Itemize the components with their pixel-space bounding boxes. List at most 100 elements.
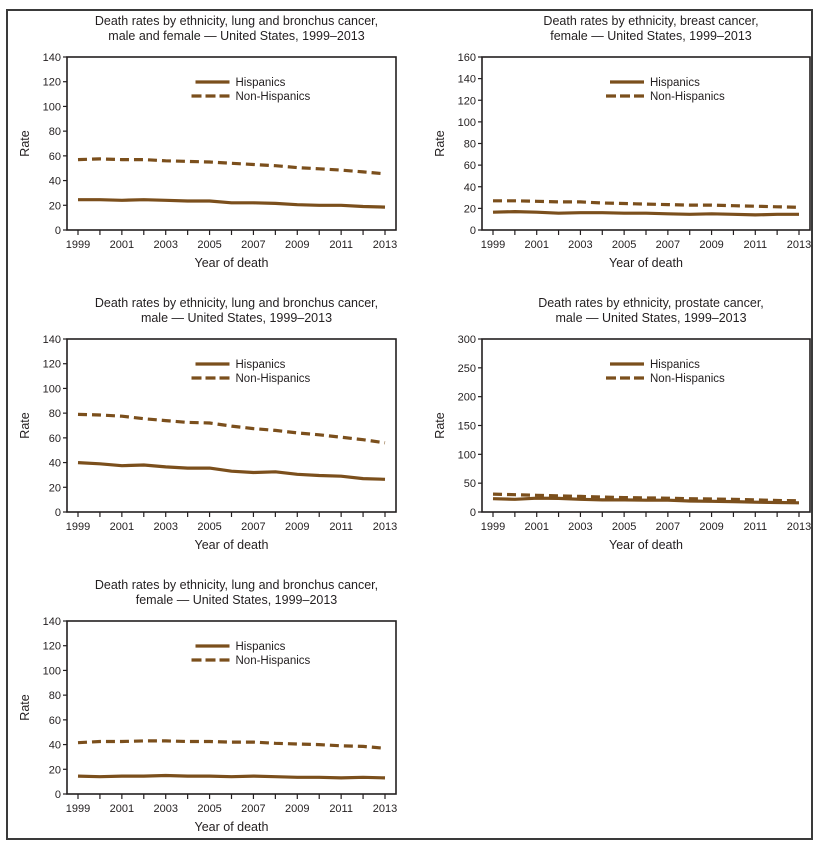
chart-title: Death rates by ethnicity, breast cancer,… [543,14,758,43]
y-tick-label: 20 [49,764,61,776]
y-tick-label: 120 [43,77,61,89]
x-tick-label: 2007 [241,803,265,815]
x-tick-label: 2001 [110,239,134,251]
y-tick-label: 140 [43,52,61,64]
x-tick-label: 2007 [241,239,265,251]
y-axis-label: Rate [18,130,32,156]
y-tick-label: 120 [43,641,61,653]
series-line-hispanics [78,198,386,209]
y-tick-label: 100 [43,665,61,677]
x-tick-label: 2003 [153,521,177,533]
x-tick-label: 2007 [656,521,680,533]
chart-title-line: male — United States, 1999–2013 [555,311,746,325]
series-line-hispanics [492,496,800,505]
y-tick-label: 0 [470,507,476,519]
plot-frame [66,338,397,513]
chart-lung-male: Death rates by ethnicity, lung and bronc… [18,296,397,552]
chart-title-line: Death rates by ethnicity, lung and bronc… [95,578,378,592]
series-line-non-hispanics [77,157,386,176]
x-tick-label: 2009 [699,239,723,251]
y-tick-label: 120 [458,95,476,107]
x-tick-label: 2001 [524,521,548,533]
y-tick-label: 20 [49,200,61,212]
y-tick-label: 140 [458,74,476,86]
plot-frame [481,338,811,513]
x-tick-label: 1999 [66,803,90,815]
y-tick-label: 200 [458,392,476,404]
y-tick-label: 60 [49,715,61,727]
x-tick-label: 2003 [568,239,592,251]
x-tick-label: 2009 [285,803,309,815]
series-line-non-hispanics [493,199,800,209]
x-axis-label: Year of death [609,538,683,552]
y-tick-label: 80 [49,126,61,138]
y-tick-label: 60 [49,151,61,163]
series-line-hispanics [77,461,386,481]
x-tick-label: 2003 [153,239,177,251]
y-tick-label: 250 [458,363,476,375]
y-tick-label: 80 [464,139,476,151]
x-axis-label: Year of death [195,820,269,834]
x-axis-label: Year of death [609,256,683,270]
x-tick-label: 2005 [197,521,221,533]
y-tick-label: 60 [464,160,476,172]
y-tick-label: 40 [49,458,61,470]
y-axis-label: Rate [18,412,32,438]
y-axis-label: Rate [433,130,447,156]
y-tick-label: 0 [55,789,61,801]
x-tick-label: 2013 [373,521,397,533]
legend-label: Hispanics [650,359,700,371]
chart-breast-female: Death rates by ethnicity, breast cancer,… [433,14,811,270]
chart-lung-female: Death rates by ethnicity, lung and bronc… [18,578,397,834]
y-axis-label: Rate [18,694,32,720]
legend-label: Non-Hispanics [236,655,311,667]
series-line-non-hispanics [492,492,800,503]
y-tick-label: 40 [49,176,61,188]
y-tick-label: 300 [458,334,476,346]
x-tick-label: 2005 [612,521,636,533]
chart-title-line: Death rates by ethnicity, lung and bronc… [95,14,378,28]
x-tick-label: 2001 [524,239,548,251]
x-tick-label: 2009 [285,521,309,533]
y-tick-label: 160 [458,52,476,64]
y-tick-label: 120 [43,359,61,371]
y-tick-label: 100 [458,117,476,129]
y-tick-label: 0 [470,225,476,237]
x-tick-label: 2005 [197,239,221,251]
x-tick-label: 2005 [197,803,221,815]
series-line-non-hispanics [77,412,386,445]
x-axis-label: Year of death [195,256,269,270]
x-tick-label: 2013 [373,803,397,815]
y-tick-label: 0 [55,225,61,237]
chart-title: Death rates by ethnicity, lung and bronc… [95,14,378,43]
chart-title: Death rates by ethnicity, lung and bronc… [95,578,378,607]
legend-label: Hispanics [236,359,286,371]
x-tick-label: 2007 [241,521,265,533]
y-tick-label: 60 [49,433,61,445]
legend-label: Non-Hispanics [236,373,311,385]
x-tick-label: 2011 [329,803,353,815]
y-tick-label: 40 [464,182,476,194]
plot-frame [66,620,397,795]
y-tick-label: 100 [43,383,61,395]
chart-title-line: male — United States, 1999–2013 [141,311,332,325]
x-tick-label: 2007 [656,239,680,251]
chart-lung-male-female: Death rates by ethnicity, lung and bronc… [18,14,397,270]
chart-prostate-male: Death rates by ethnicity, prostate cance… [433,296,811,552]
y-axis-label: Rate [433,412,447,438]
legend-label: Hispanics [236,641,286,653]
chart-title-line: female — United States, 1999–2013 [550,29,752,43]
x-axis-label: Year of death [195,538,269,552]
x-tick-label: 1999 [66,521,90,533]
y-tick-label: 20 [49,482,61,494]
series-line-hispanics [492,210,799,217]
y-tick-label: 0 [55,507,61,519]
x-tick-label: 2011 [329,239,353,251]
y-tick-label: 80 [49,408,61,420]
x-tick-label: 2001 [110,803,134,815]
x-tick-label: 2013 [787,521,811,533]
chart-title: Death rates by ethnicity, lung and bronc… [95,296,378,325]
y-tick-label: 40 [49,740,61,752]
chart-title-line: Death rates by ethnicity, lung and bronc… [95,296,378,310]
y-tick-label: 100 [458,449,476,461]
